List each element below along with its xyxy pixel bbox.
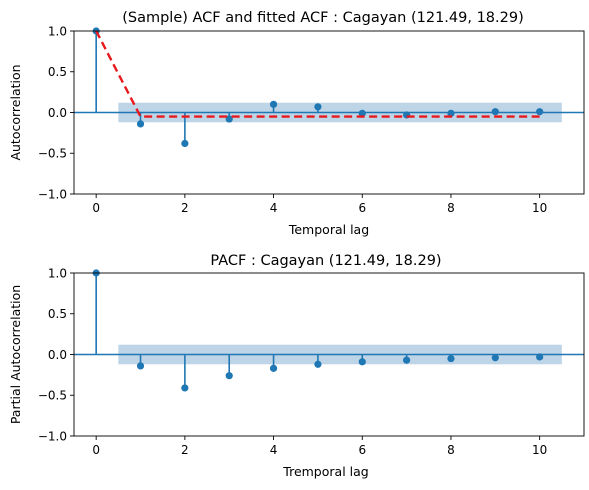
acf-x-tick-label-8: 8 xyxy=(447,201,455,215)
acf-point-lag-2 xyxy=(181,139,189,148)
acf-point-lag-4 xyxy=(269,100,278,108)
acf-y-tick-label-0: −1.0 xyxy=(38,187,67,201)
pacf-title: PACF : Cagayan (121.49, 18.29) xyxy=(210,253,441,269)
pacf-point-lag-5 xyxy=(314,360,322,368)
pacf-point-lag-6 xyxy=(358,358,366,366)
pacf-x-tick-label-0: 0 xyxy=(92,443,100,457)
pacf-x-tick-label-2: 2 xyxy=(181,443,189,457)
acf-fitted-acf-line xyxy=(95,30,540,118)
pacf-x-axis-label: Tremporal lag xyxy=(282,464,368,479)
acf-x-axis-label: Temporal lag xyxy=(288,222,369,237)
pacf-x-tick-label-4: 4 xyxy=(270,443,278,457)
pacf-x-tick-label-8: 8 xyxy=(447,443,455,457)
acf-y-tick-label-4: 1.0 xyxy=(48,24,67,38)
pacf-chart: PACF : Cagayan (121.49, 18.29) 0 2 4 6 8 10 −1… xyxy=(8,253,585,479)
pacf-y-axis-label: Partial Autocorrelation xyxy=(8,285,23,424)
pacf-y-tick-label-1: −0.5 xyxy=(38,389,67,403)
pacf-point-lag-7 xyxy=(403,356,411,364)
acf-point-lag-9 xyxy=(491,108,499,116)
acf-point-lag-10 xyxy=(536,108,544,116)
pacf-point-lag-10 xyxy=(536,353,544,361)
pacf-y-tick-label-4: 1.0 xyxy=(48,266,67,280)
pacf-y-tick-label-2: 0.0 xyxy=(48,348,67,362)
acf-point-lag-5 xyxy=(314,103,322,111)
acf-y-axis-label: Autocorrelation xyxy=(8,64,23,160)
pacf-point-lag-1 xyxy=(136,362,145,370)
acf-x-tick-label-2: 2 xyxy=(181,201,189,215)
pacf-point-lag-4 xyxy=(269,364,278,372)
acf-point-lag-6 xyxy=(358,109,366,117)
acf-point-lag-8 xyxy=(447,109,455,117)
acf-x-tick-label-0: 0 xyxy=(92,201,100,215)
acf-x-tick-label-10: 10 xyxy=(532,201,547,215)
pacf-x-tick-label-10: 10 xyxy=(532,443,547,457)
acf-x-tick-label-4: 4 xyxy=(270,201,278,215)
pacf-y-tick-label-0: −1.0 xyxy=(38,429,67,443)
pacf-point-lag-3 xyxy=(225,372,233,380)
acf-point-lag-1 xyxy=(136,120,145,128)
acf-y-tick-label-1: −0.5 xyxy=(38,147,67,161)
acf-title: (Sample) ACF and fitted ACF : Cagayan (1… xyxy=(122,10,524,26)
pacf-x-tick-label-6: 6 xyxy=(358,443,366,457)
acf-x-tick-label-6: 6 xyxy=(358,201,366,215)
acf-y-tick-label-2: 0.0 xyxy=(48,106,67,120)
pacf-y-tick-label-3: 0.5 xyxy=(48,307,67,321)
pacf-point-lag-2 xyxy=(181,384,189,392)
acf-point-lag-3 xyxy=(225,115,233,123)
pacf-point-lag-8 xyxy=(447,354,455,363)
pacf-point-lag-9 xyxy=(491,354,499,362)
acf-y-tick-label-3: 0.5 xyxy=(48,65,67,79)
acf-chart: (Sample) ACF and fitted ACF : Cagayan (1… xyxy=(8,10,585,237)
